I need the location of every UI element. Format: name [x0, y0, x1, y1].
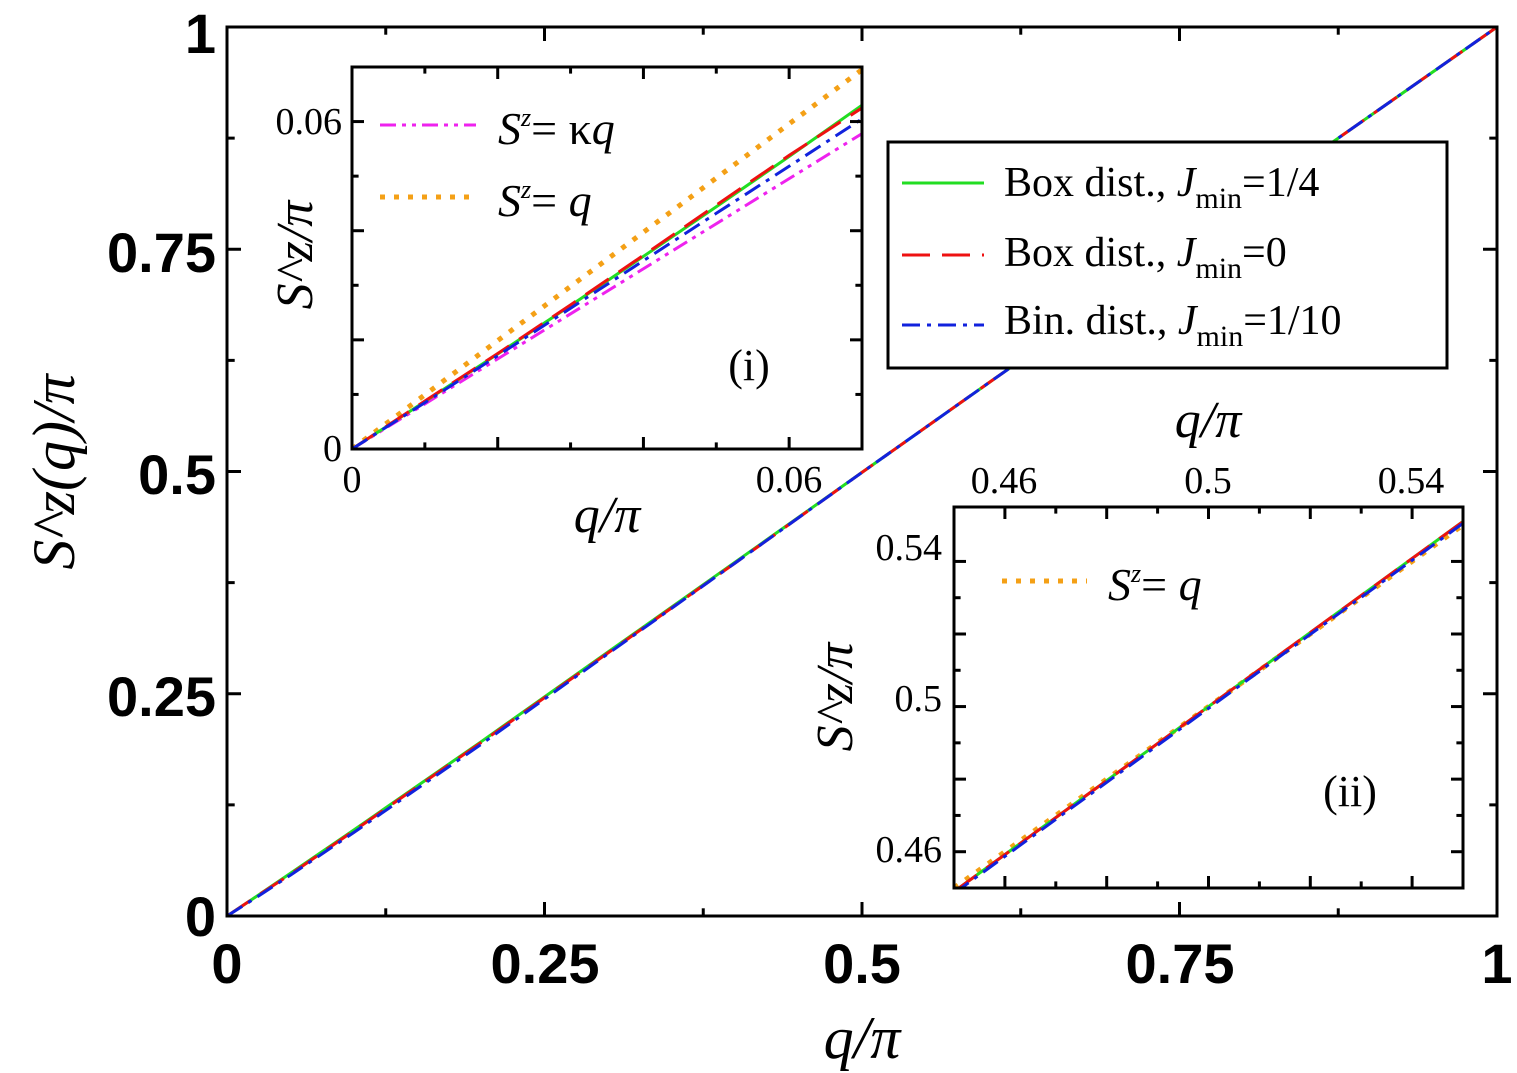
main-ytick-label: 0.5: [138, 443, 216, 506]
main-legend-entry: Box dist., Jmin=1/4: [902, 160, 1319, 215]
main-xtick-label: 0.25: [491, 932, 600, 995]
inset-ii-legend-label: Sz= q: [1108, 559, 1202, 610]
inset-i-series-lines: [352, 67, 862, 449]
legend-s-symbol: S: [1108, 559, 1131, 610]
inset-ii-ytick-label: 0.5: [895, 678, 943, 720]
legend-s-symbol: S: [498, 103, 521, 154]
main-xtick-label: 0.75: [1126, 932, 1235, 995]
inset-ii: 0.46 0.5 0.54 0.46 0.5 0.54 q/π S^z/π (i…: [807, 392, 1465, 890]
inset-ii-ytick-label: 0.54: [876, 527, 943, 569]
inset-ii-legend: Sz= q: [1002, 559, 1202, 610]
inset-i-ytick-label: 0.06: [276, 101, 343, 143]
main-xtick-label: 1: [1481, 932, 1512, 995]
legend-q-symbol: q: [569, 175, 592, 226]
legend-j: J: [1177, 230, 1198, 276]
legend-subscript: min: [1195, 182, 1242, 215]
inset-ii-axes-frame: [952, 505, 1465, 890]
inset-i-ytick-label: 0: [323, 428, 342, 470]
inset-i-xtick-label: 0: [343, 459, 362, 501]
inset-i-axes-frame: [350, 65, 864, 451]
legend-text: Box dist.,: [1004, 230, 1177, 276]
inset-i-legend: Sz= κq Sz= q: [380, 103, 615, 226]
legend-q-symbol: q: [592, 103, 615, 154]
legend-value: =0: [1242, 230, 1287, 276]
legend-text: Bin. dist.,: [1004, 298, 1178, 344]
main-ytick-label: 0: [185, 885, 216, 948]
inset-ii-ytick-label: 0.46: [876, 829, 943, 871]
legend-value: =1/4: [1242, 160, 1319, 206]
inset-ii-yaxis-label: S^z/π: [807, 641, 864, 752]
inset-i-legend-label: Sz= κq: [498, 103, 615, 154]
main-legend-entry: Box dist., Jmin=0: [902, 230, 1287, 285]
inset-ii-xtick-label: 0.46: [971, 460, 1038, 502]
legend-j: J: [1178, 298, 1199, 344]
main-ytick-label: 0.75: [107, 221, 216, 284]
inset-i-legend-entry: Sz= q: [380, 175, 592, 226]
legend-equals: = κ: [531, 103, 592, 154]
legend-superscript: z: [520, 175, 531, 204]
legend-subscript: min: [1197, 320, 1244, 353]
main-axes-frame: [225, 25, 1499, 918]
main-xtick-label: 0.5: [823, 932, 901, 995]
main-legend-label: Bin. dist., Jmin=1/10: [1004, 298, 1342, 353]
inset-i-legend-label: Sz= q: [498, 175, 592, 226]
legend-superscript: z: [520, 103, 531, 132]
main-xtick-label: 0: [211, 932, 242, 995]
inset-ii-background: [954, 507, 1463, 888]
inset-i-series-line-3: [352, 106, 862, 449]
legend-equals: =: [1141, 559, 1178, 610]
inset-i-background: [352, 67, 862, 449]
main-legend-label: Box dist., Jmin=1/4: [1004, 160, 1319, 215]
inset-i-panel-label: (i): [728, 341, 770, 390]
inset-ii-series-lines: [954, 520, 1463, 888]
inset-i-xtick-label: 0.06: [756, 459, 823, 501]
main-yaxis-label: S^z(q)/π: [21, 372, 87, 569]
legend-q-symbol: q: [1179, 559, 1202, 610]
inset-ii-legend-entry: Sz= q: [1002, 559, 1202, 610]
inset-i-legend-entry: Sz= κq: [380, 103, 615, 154]
main-legend-label: Box dist., Jmin=0: [1004, 230, 1287, 285]
legend-value: =1/10: [1243, 298, 1341, 344]
main-xaxis-label: q/π: [824, 1005, 903, 1071]
legend-text: Box dist.,: [1004, 160, 1177, 206]
main-ytick-label: 1: [185, 2, 216, 65]
main-legend-box: [886, 140, 1449, 370]
main-ytick-label: 0.25: [107, 665, 216, 728]
main-legend-entry: Bin. dist., Jmin=1/10: [902, 298, 1342, 353]
inset-i: 0 0.06 0 0.06 q/π S^z/π (i) Sz= κq Sz= q: [267, 65, 864, 544]
inset-ii-panel-label: (ii): [1323, 767, 1377, 816]
inset-ii-xaxis-label: q/π: [1175, 392, 1243, 449]
legend-s-symbol: S: [498, 175, 521, 226]
inset-i-series-line-4: [352, 117, 862, 449]
inset-ii-series-line-2: [956, 520, 1463, 888]
inset-i-xaxis-label: q/π: [574, 487, 642, 544]
inset-ii-xtick-label: 0.54: [1378, 460, 1445, 502]
legend-superscript: z: [1130, 559, 1141, 588]
legend-j: J: [1177, 160, 1198, 206]
inset-ii-xtick-label: 0.5: [1184, 460, 1232, 502]
main-legend: Box dist., Jmin=1/4 Box dist., Jmin=0 Bi…: [886, 140, 1449, 370]
legend-subscript: min: [1195, 252, 1242, 285]
legend-equals: =: [531, 175, 568, 226]
inset-ii-series-line-3: [958, 522, 1463, 888]
inset-i-yaxis-label: S^z/π: [267, 199, 324, 310]
